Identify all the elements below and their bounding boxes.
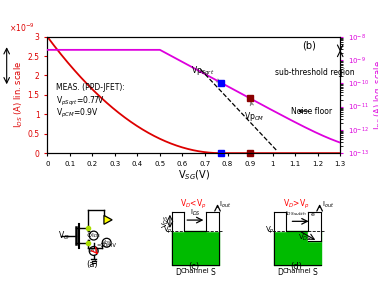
Y-axis label: I$_{DS}$ (A) lin. scale: I$_{DS}$ (A) lin. scale <box>12 61 25 128</box>
Text: V$_{DS}$: V$_{DS}$ <box>298 233 312 243</box>
Text: I$_{out}$: I$_{out}$ <box>322 199 334 210</box>
Text: V$_{DS}$: V$_{DS}$ <box>160 214 170 228</box>
Text: I$_{DS}$: I$_{DS}$ <box>190 207 201 217</box>
X-axis label: V$_{SG}$(V): V$_{SG}$(V) <box>178 168 210 182</box>
Text: (b): (b) <box>302 40 316 50</box>
Bar <box>274 212 287 231</box>
Text: V$_{DS}$: V$_{DS}$ <box>101 238 112 246</box>
Text: V$_{pSqrt}$=0.77V: V$_{pSqrt}$=0.77V <box>56 95 105 108</box>
Bar <box>172 212 184 231</box>
Text: I$_{DSsubth}$: I$_{DSsubth}$ <box>285 209 307 218</box>
Text: $\odot$I$_{DS}$: $\odot$I$_{DS}$ <box>86 231 101 240</box>
Text: (a): (a) <box>86 260 98 269</box>
Text: MEAS. (PPD-JFET):: MEAS. (PPD-JFET): <box>56 83 125 92</box>
Text: (d): (d) <box>290 262 302 271</box>
Text: V$_D$<V$_p$: V$_D$<V$_p$ <box>180 198 207 211</box>
Text: =10mV: =10mV <box>97 243 117 248</box>
Y-axis label: I$_{DS}$ (A) log. scale: I$_{DS}$ (A) log. scale <box>372 60 378 130</box>
Text: Channel: Channel <box>181 268 210 274</box>
Text: Vp$_{Sqrt}$: Vp$_{Sqrt}$ <box>191 65 220 82</box>
Text: S: S <box>210 268 215 277</box>
Bar <box>172 231 219 265</box>
Text: $\times10^{-9}$: $\times10^{-9}$ <box>9 22 35 34</box>
Text: Vp$_{CM}$: Vp$_{CM}$ <box>245 102 265 123</box>
Text: V$_p$: V$_p$ <box>163 225 173 236</box>
Bar <box>206 212 219 231</box>
Text: Channel: Channel <box>283 268 312 274</box>
Text: V$_{pCM}$=0.9V: V$_{pCM}$=0.9V <box>56 106 99 120</box>
Polygon shape <box>104 215 112 224</box>
Text: V$_{SG}$: V$_{SG}$ <box>88 246 99 255</box>
Text: S: S <box>312 268 317 277</box>
Text: V$_D$>V$_p$: V$_D$>V$_p$ <box>282 198 309 211</box>
Bar <box>274 231 321 265</box>
Text: V$_G$: V$_G$ <box>58 229 69 242</box>
Bar <box>308 212 321 241</box>
Text: V$_p$: V$_p$ <box>265 225 275 236</box>
Text: (c): (c) <box>188 262 199 271</box>
Text: I$_{out}$: I$_{out}$ <box>219 199 232 210</box>
Text: D: D <box>277 268 283 277</box>
Text: D: D <box>175 268 181 277</box>
Text: Noise floor: Noise floor <box>291 106 332 116</box>
Text: e$^-$: e$^-$ <box>310 212 319 220</box>
Text: sub-threshold region: sub-threshold region <box>275 68 355 77</box>
